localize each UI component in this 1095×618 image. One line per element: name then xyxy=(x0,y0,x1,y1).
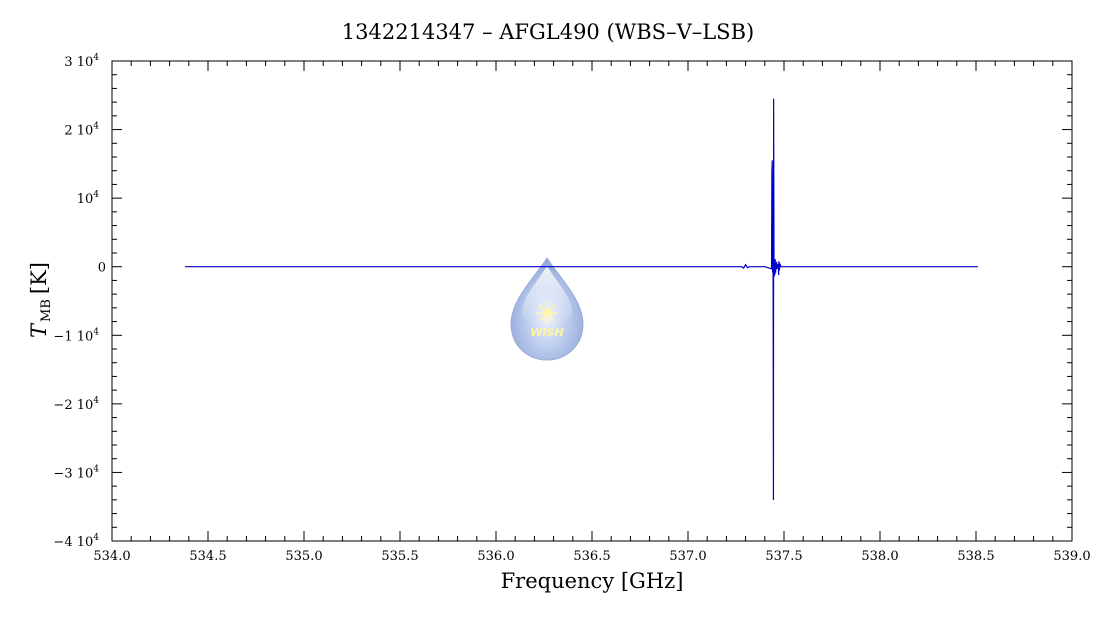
y-tick-label: 3 104 xyxy=(64,53,99,70)
x-tick-label: 535.0 xyxy=(285,549,322,564)
x-tick-label: 537.0 xyxy=(669,549,706,564)
plot-frame xyxy=(111,60,1073,542)
x-axis-label: Frequency [GHz] xyxy=(501,569,684,593)
y-axis-subscript: MB xyxy=(39,299,54,322)
plot-area: 534.0 534.5 535.0 535.5 536.0 536.5 537.0 537.5… xyxy=(53,53,1090,564)
y-axis-symbol: T xyxy=(27,322,51,338)
x-tick-label: 534.0 xyxy=(93,549,130,564)
wish-logo: WISH xyxy=(510,257,584,361)
x-tick-label: 534.5 xyxy=(189,549,226,564)
x-tick-label: 536.0 xyxy=(477,549,514,564)
x-tick-label: 539.0 xyxy=(1053,549,1090,564)
y-tick-label: 0 xyxy=(98,261,106,276)
y-tick-label: −4 104 xyxy=(53,533,99,550)
wish-logo-text: WISH xyxy=(530,326,563,339)
y-axis-label: TMB [K] xyxy=(27,262,54,338)
x-tick-label: 538.0 xyxy=(861,549,898,564)
x-tick-label: 536.5 xyxy=(573,549,610,564)
y-tick-label: 104 xyxy=(77,190,100,207)
y-tick-label: −2 104 xyxy=(53,396,99,413)
x-tick-label: 535.5 xyxy=(381,549,418,564)
y-tick-label: −1 104 xyxy=(53,327,99,344)
y-axis-unit: [K] xyxy=(27,262,51,294)
chart-title: 1342214347 – AFGL490 (WBS–V–LSB) xyxy=(342,20,754,44)
y-tick-label: 2 104 xyxy=(64,122,99,139)
y-tick-label: −3 104 xyxy=(53,464,99,481)
svg-text:TMB[K]: TMB [K] xyxy=(27,262,54,338)
x-tick-label: 538.5 xyxy=(957,549,994,564)
spectrum-line xyxy=(184,98,978,500)
x-tick-label: 537.5 xyxy=(765,549,802,564)
star-icon xyxy=(536,302,558,324)
